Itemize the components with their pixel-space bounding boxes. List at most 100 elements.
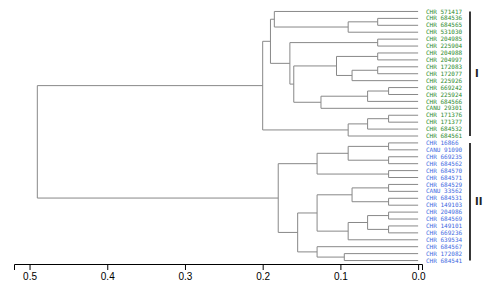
join bbox=[367, 91, 368, 101]
join bbox=[388, 171, 389, 178]
leaf-branch bbox=[378, 39, 418, 40]
leaf-branch bbox=[389, 156, 419, 157]
leaf-branch bbox=[389, 232, 419, 233]
join bbox=[348, 222, 349, 239]
cluster-brackets: III bbox=[470, 11, 482, 260]
join bbox=[317, 247, 318, 257]
leaf-branch bbox=[389, 205, 419, 206]
join bbox=[367, 119, 368, 129]
leaf-branch bbox=[348, 32, 418, 33]
tick-label: 0.4 bbox=[101, 271, 115, 282]
leaf-labels: CHR 571417CHR 684536CHR 684565CHR 531030… bbox=[426, 8, 463, 264]
branch bbox=[368, 91, 389, 92]
leaf-branch bbox=[317, 246, 418, 247]
join bbox=[377, 53, 378, 60]
join bbox=[388, 184, 389, 191]
branch bbox=[348, 21, 378, 22]
join bbox=[278, 164, 279, 233]
join bbox=[37, 86, 38, 198]
join bbox=[377, 18, 378, 25]
tick-mark bbox=[340, 264, 341, 270]
branch bbox=[317, 153, 348, 154]
branch bbox=[278, 163, 317, 164]
leaf-branch bbox=[389, 163, 419, 164]
leaf-branch bbox=[389, 191, 419, 192]
tree bbox=[37, 11, 418, 260]
leaf-branch bbox=[389, 170, 419, 171]
join bbox=[317, 195, 318, 231]
tick: 0.0 bbox=[412, 264, 426, 282]
leaf-branch bbox=[348, 136, 418, 137]
branch bbox=[368, 229, 389, 230]
join bbox=[377, 67, 378, 74]
leaf-branch bbox=[368, 101, 419, 102]
join bbox=[336, 56, 337, 75]
leaf-branch bbox=[378, 25, 418, 26]
leaf-branch bbox=[321, 108, 418, 109]
leaf-branch bbox=[344, 253, 418, 254]
join bbox=[320, 96, 321, 108]
leaf-branch bbox=[389, 219, 419, 220]
x-axis: 0.50.40.30.20.10.0 bbox=[15, 264, 427, 282]
branch bbox=[317, 194, 352, 195]
branch bbox=[337, 75, 353, 76]
branch bbox=[263, 41, 271, 42]
join bbox=[388, 226, 389, 233]
branch bbox=[368, 118, 389, 119]
branch bbox=[317, 257, 344, 258]
leaf-branch bbox=[378, 18, 418, 19]
leaf-branch bbox=[389, 122, 419, 123]
join bbox=[367, 216, 368, 230]
branch bbox=[278, 232, 297, 233]
branch bbox=[368, 215, 389, 216]
branch bbox=[352, 201, 389, 202]
join bbox=[344, 254, 345, 261]
branch bbox=[37, 198, 278, 199]
leaf-branch bbox=[389, 177, 419, 178]
join bbox=[388, 143, 389, 150]
leaf-branch bbox=[389, 149, 419, 150]
join bbox=[317, 153, 318, 174]
join bbox=[388, 115, 389, 122]
branch bbox=[348, 123, 367, 124]
tick-mark bbox=[185, 264, 186, 270]
leaf-branch bbox=[389, 184, 419, 185]
join bbox=[297, 213, 298, 252]
branch bbox=[317, 174, 388, 175]
leaf-branch bbox=[378, 73, 418, 74]
branch bbox=[270, 19, 274, 20]
leaf-branch bbox=[389, 94, 419, 95]
tick-mark bbox=[30, 264, 31, 270]
chart: 0.50.40.30.20.10.0CHR 571417CHR 684536CH… bbox=[0, 0, 500, 288]
tick-label: 0.2 bbox=[256, 271, 270, 282]
branch bbox=[294, 65, 337, 66]
join bbox=[270, 19, 271, 63]
tick: 0.3 bbox=[179, 264, 193, 282]
tick-label: 0.5 bbox=[23, 271, 37, 282]
leaf-branch bbox=[344, 260, 418, 261]
tick-mark bbox=[263, 264, 264, 270]
join bbox=[289, 43, 290, 85]
leaf-branch bbox=[389, 87, 419, 88]
leaf-label: CHR 684541 bbox=[426, 257, 463, 264]
branch bbox=[274, 27, 348, 28]
join bbox=[348, 146, 349, 160]
tick-label: 0.3 bbox=[179, 271, 193, 282]
branch bbox=[298, 212, 317, 213]
cluster-name: II bbox=[475, 196, 482, 207]
join bbox=[352, 188, 353, 202]
branch bbox=[298, 251, 317, 252]
leaf-branch bbox=[274, 11, 418, 12]
leaf-branch bbox=[378, 52, 418, 53]
join bbox=[262, 41, 263, 130]
branch bbox=[337, 56, 378, 57]
join bbox=[348, 22, 349, 32]
leaf-branch bbox=[368, 129, 419, 130]
tick: 0.4 bbox=[101, 264, 115, 282]
join bbox=[388, 88, 389, 95]
leaf-branch bbox=[389, 225, 419, 226]
cluster-bracket bbox=[469, 11, 471, 136]
leaf-branch bbox=[378, 46, 418, 47]
tick-label: 0.0 bbox=[412, 271, 426, 282]
join bbox=[352, 70, 353, 80]
